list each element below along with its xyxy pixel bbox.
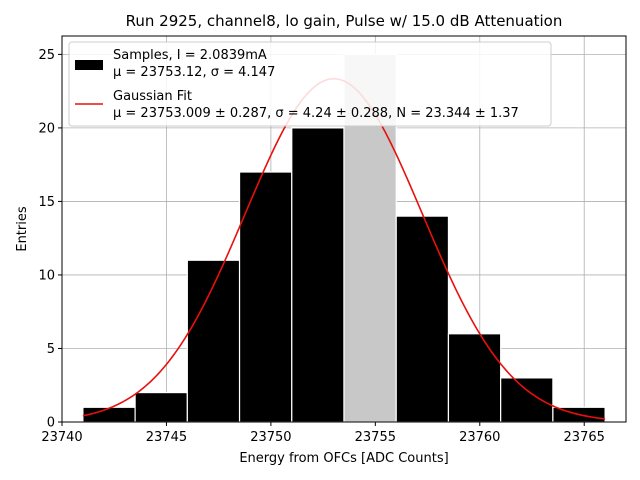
legend-fit-stats: μ = 23753.009 ± 0.287, σ = 4.24 ± 0.288,… xyxy=(113,106,519,121)
y-tick-label-1: 5 xyxy=(47,342,55,357)
legend-fit-label: Gaussian Fit xyxy=(113,89,192,104)
y-axis-label: Entries xyxy=(15,206,30,252)
x-axis-ticks: 23740 23745 23750 23755 23760 23765 xyxy=(41,422,605,445)
y-tick-label-2: 10 xyxy=(38,268,55,283)
y-axis-ticks: 0 5 10 15 20 25 xyxy=(38,48,62,431)
histogram-bar-3 xyxy=(238,171,293,423)
x-tick-label-4: 23760 xyxy=(459,430,500,445)
y-tick-label-0: 0 xyxy=(47,416,55,431)
histogram-bar-7 xyxy=(447,333,502,423)
histogram-bar-1 xyxy=(134,391,188,423)
legend-samples-stats: μ = 23753.12, σ = 4.147 xyxy=(113,65,275,80)
x-tick-label-5: 23765 xyxy=(564,430,605,445)
x-tick-label-3: 23755 xyxy=(355,430,396,445)
x-tick-label-0: 23740 xyxy=(41,430,82,445)
chart-title: Run 2925, channel8, lo gain, Pulse w/ 15… xyxy=(126,12,563,30)
y-tick-label-3: 15 xyxy=(38,195,55,210)
legend-samples-swatch xyxy=(75,60,103,70)
histogram-bar-4 xyxy=(291,127,345,423)
histogram-bars xyxy=(82,53,606,423)
y-tick-label-4: 20 xyxy=(38,121,55,136)
x-tick-label-2: 23750 xyxy=(250,430,291,445)
x-axis-label: Energy from OFCs [ADC Counts] xyxy=(239,451,448,466)
x-tick-label-1: 23745 xyxy=(146,430,187,445)
legend-box xyxy=(68,41,552,127)
legend-samples-label: Samples, I = 2.0839mA xyxy=(113,48,267,63)
plot-frame xyxy=(61,35,627,423)
y-tick-label-5: 25 xyxy=(38,48,55,63)
histogram-bar-8 xyxy=(500,377,554,423)
histogram-bar-6 xyxy=(395,215,450,423)
legend: Samples, I = 2.0839mA μ = 23753.12, σ = … xyxy=(68,41,552,127)
